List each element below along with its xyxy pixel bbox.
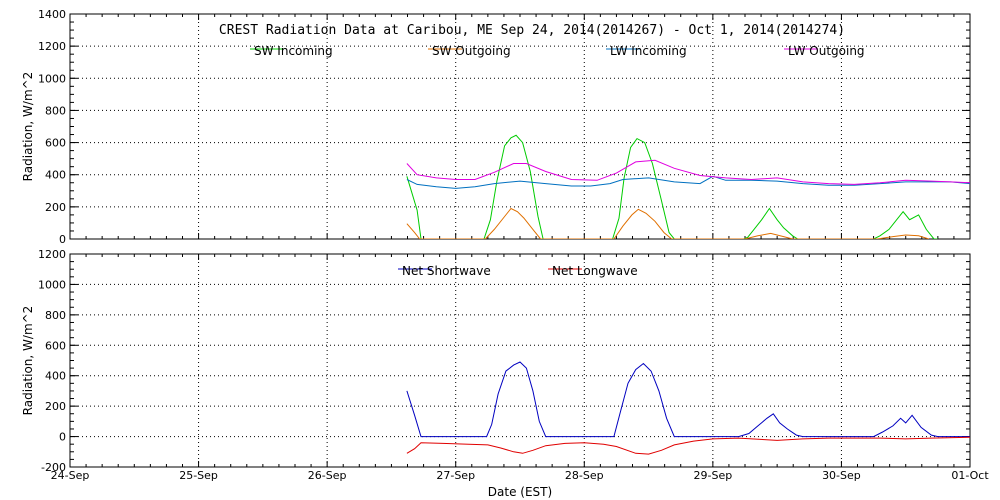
x-tick-label: 25-Sep [179, 469, 218, 482]
y-tick-label: 200 [45, 400, 66, 413]
chart-panel-2: -200 0 200 400 600 800 1000 1200 Radiation, W/m^… [21, 248, 989, 499]
y-tick-label: 800 [45, 309, 66, 322]
y-tick-label: 1200 [38, 40, 66, 53]
y-tick-label: 600 [45, 339, 66, 352]
x-tick-label: 26-Sep [308, 469, 347, 482]
legend-label: SW Outgoing [432, 44, 511, 58]
series-line-sw-outgoing [406, 207, 930, 239]
x-tick-label: 28-Sep [565, 469, 604, 482]
y-tick-label: 600 [45, 137, 66, 150]
y-axis-label: Radiation, W/m^2 [21, 72, 35, 182]
y-tick-label: 400 [45, 169, 66, 182]
series-line-net-longwave [406, 436, 970, 455]
y-tick-label: 0 [59, 431, 66, 444]
series-line-lw-incoming [406, 175, 970, 189]
y-tick-label: 0 [59, 233, 66, 246]
x-tick-label: 24-Sep [51, 469, 90, 482]
y-tick-label: 1400 [38, 8, 66, 21]
y-tick-label: 400 [45, 370, 66, 383]
legend-label: LW Incoming [610, 44, 687, 58]
y-tick-label: -200 [41, 461, 66, 474]
series-line-lw-outgoing [406, 159, 970, 185]
y-tick-label: 1200 [38, 248, 66, 261]
x-tick-label: 29-Sep [694, 469, 733, 482]
x-tick-label: 27-Sep [436, 469, 475, 482]
series-line-net-shortwave [406, 361, 970, 438]
chart-panel-1: 0 200 400 600 800 1000 1200 1400 Radiation, W/m^… [21, 8, 971, 246]
chart-title: CREST Radiation Data at Caribou, ME Sep … [219, 23, 845, 38]
y-tick-label: 1000 [38, 72, 66, 85]
y-axis-label: Radiation, W/m^2 [21, 306, 35, 416]
y-tick-label: 200 [45, 201, 66, 214]
legend-label: Net Longwave [552, 264, 638, 278]
x-axis-label: Date (EST) [488, 485, 552, 499]
legend-label: Net Shortwave [402, 264, 491, 278]
series-line-sw-incoming [406, 134, 938, 239]
y-tick-label: 800 [45, 104, 66, 117]
legend-label: SW Incoming [254, 44, 333, 58]
x-tick-label: 01-Oct [951, 469, 989, 482]
plot-frame [69, 253, 971, 468]
legend-label: LW Outgoing [788, 44, 865, 58]
y-tick-label: 1000 [38, 278, 66, 291]
x-tick-label: 30-Sep [822, 469, 861, 482]
